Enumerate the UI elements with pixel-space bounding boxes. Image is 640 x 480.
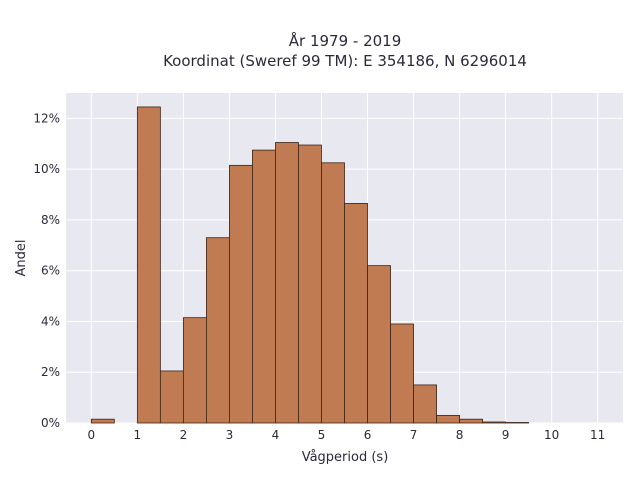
histogram-bar: [252, 149, 276, 424]
histogram-bar: [275, 142, 299, 424]
y-tick-label: 0%: [41, 416, 60, 430]
x-tick-label: 4: [272, 428, 280, 442]
x-tick-label: 11: [590, 428, 605, 442]
x-tick-label: 0: [87, 428, 95, 442]
histogram-bar: [159, 370, 184, 424]
x-tick-label: 7: [410, 428, 418, 442]
y-tick-label: 2%: [41, 365, 60, 379]
x-tick-label: 5: [318, 428, 326, 442]
x-axis-ticks: 0 1 2 3 4 5 6 7 8 9 10 11: [87, 428, 605, 442]
histogram-bar: [505, 422, 530, 424]
histogram-bar: [413, 384, 437, 424]
histogram-bar: [229, 164, 253, 424]
chart-title-line-2: Koordinat (Sweref 99 TM): E 354186, N 62…: [163, 52, 527, 70]
histogram-bar: [390, 323, 414, 424]
histogram-bar: [298, 144, 322, 424]
histogram-bar: [482, 421, 507, 424]
y-axis-label: Andel: [14, 240, 29, 277]
y-tick-label: 12%: [33, 111, 60, 125]
chart-title-line-1: År 1979 - 2019: [289, 31, 402, 50]
x-tick-label: 10: [544, 428, 559, 442]
histogram-bar: [436, 414, 460, 424]
x-tick-label: 1: [134, 428, 142, 442]
x-tick-label: 9: [502, 428, 510, 442]
y-tick-label: 10%: [33, 162, 60, 176]
histogram-bar: [459, 418, 483, 424]
histogram-bar: [90, 418, 115, 424]
x-tick-label: 3: [226, 428, 234, 442]
histogram-bar: [321, 162, 345, 424]
x-axis-label: Vågperiod (s): [302, 450, 389, 465]
y-tick-label: 8%: [41, 213, 60, 227]
x-tick-label: 6: [364, 428, 372, 442]
histogram-bar: [344, 203, 368, 424]
histogram-bar: [367, 265, 391, 424]
y-tick-label: 6%: [41, 264, 60, 278]
bars: [90, 106, 530, 424]
y-tick-label: 4%: [41, 314, 60, 328]
histogram-bar: [206, 237, 230, 424]
x-tick-label: 2: [180, 428, 188, 442]
histogram-bar: [182, 317, 207, 424]
y-axis-ticks: 0% 2% 4% 6% 8% 10% 12%: [33, 111, 60, 430]
histogram-bar: [136, 106, 161, 424]
x-tick-label: 8: [456, 428, 464, 442]
